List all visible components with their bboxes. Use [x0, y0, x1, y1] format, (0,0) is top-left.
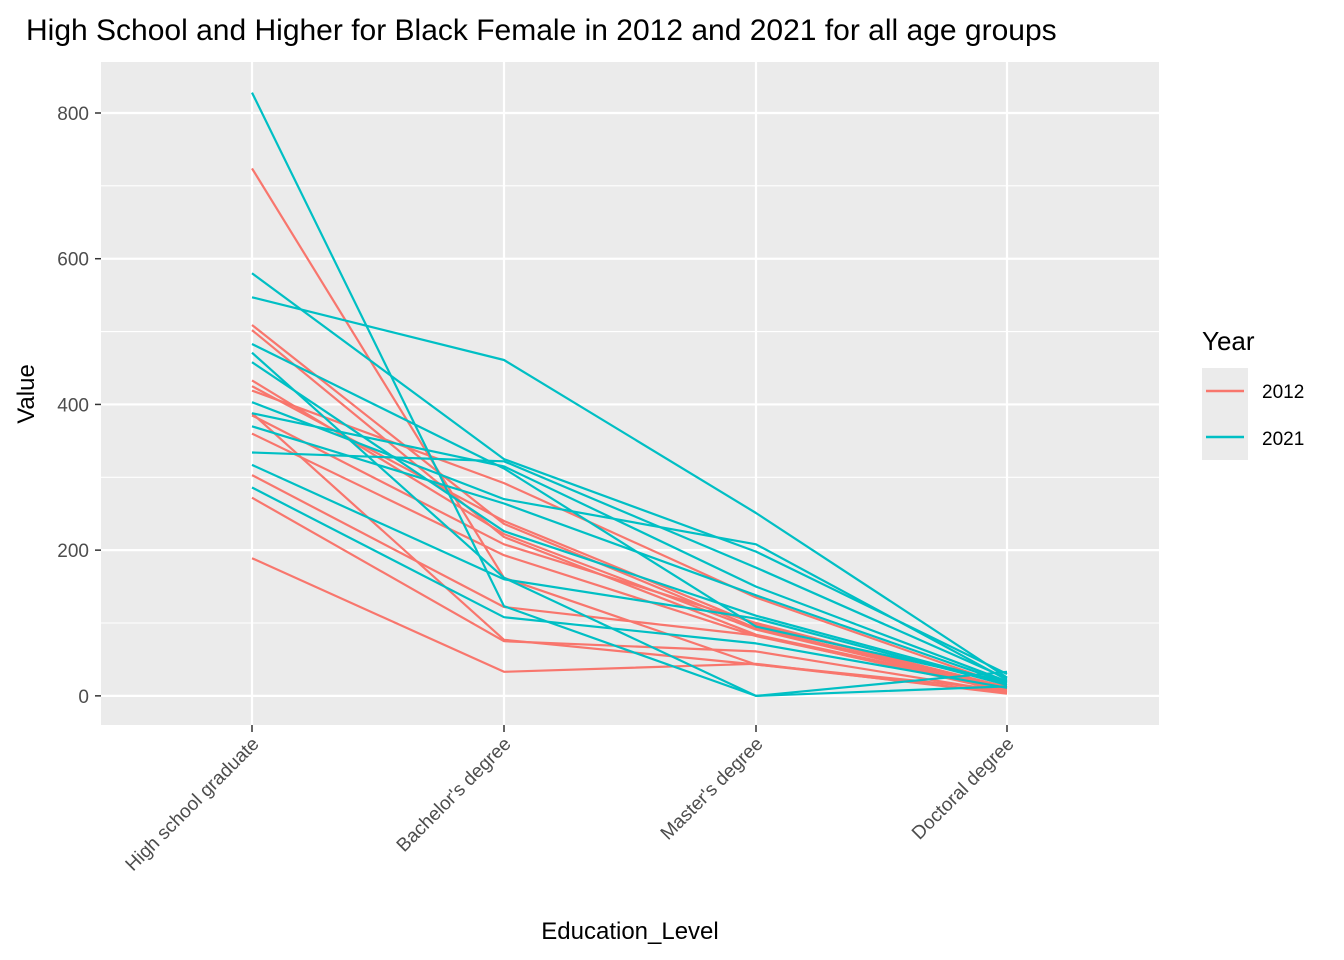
y-tick-label: 400: [57, 395, 89, 416]
series-line-2012: [251, 329, 1008, 690]
y-tick-label: 800: [57, 104, 89, 125]
series-line-2021: [251, 401, 1008, 681]
chart-title: High School and Higher for Black Female …: [26, 14, 1057, 47]
series-line-2021: [251, 361, 1008, 685]
legend-title: Year: [1202, 326, 1255, 356]
series-line-2012: [251, 496, 1008, 694]
series-line-2021: [251, 425, 1008, 684]
x-axis: High school graduate Bachelor's degree Mas…: [122, 725, 1019, 876]
series-line-2021: [251, 463, 1008, 686]
x-axis-title: Education_Level: [541, 918, 718, 945]
y-tick-label: 600: [57, 250, 89, 271]
y-tick-label: 0: [78, 687, 89, 708]
series-line-2021: [251, 486, 1008, 689]
series-line-2021: [251, 451, 1008, 680]
x-tick-label: Bachelor's degree: [393, 734, 516, 857]
plot-panel: [101, 62, 1159, 725]
y-axis-title: Value: [13, 364, 40, 424]
legend-label-2012: 2012: [1262, 382, 1304, 403]
series-line-2012: [251, 474, 1008, 693]
legend-key-background: [1202, 368, 1248, 460]
series-line-2012: [251, 389, 1008, 687]
series-line-2021: [251, 412, 1008, 683]
x-tick-label: Doctoral degree: [908, 734, 1018, 844]
series-line-2021: [251, 296, 1008, 679]
series-line-2021: [251, 343, 1008, 684]
y-axis: 0 200 400 600 800: [57, 104, 101, 708]
legend: Year 2012 2021: [1202, 326, 1304, 460]
x-tick-label: High school graduate: [122, 734, 264, 876]
legend-label-2021: 2021: [1262, 429, 1304, 450]
series-lines: [251, 92, 1008, 698]
y-tick-label: 200: [57, 541, 89, 562]
series-line-2012: [251, 324, 1008, 689]
x-tick-label: Master's degree: [657, 734, 768, 845]
series-line-2021: [251, 92, 1008, 698]
